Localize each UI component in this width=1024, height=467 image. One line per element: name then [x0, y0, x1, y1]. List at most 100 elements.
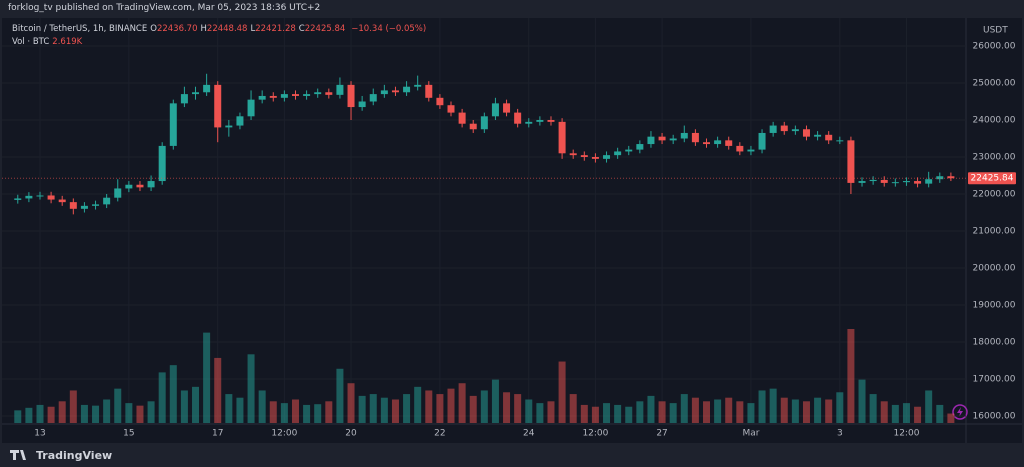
volume-bar — [914, 406, 922, 423]
volume-bar — [569, 394, 577, 423]
volume-bar — [869, 394, 877, 423]
candle-body — [947, 176, 955, 179]
candle-body — [536, 120, 544, 122]
volume-bar — [669, 403, 677, 423]
tools-icon[interactable] — [952, 404, 968, 420]
volume-bar — [47, 406, 55, 423]
x-tick-label: 3 — [837, 429, 843, 439]
volume-bar — [769, 388, 777, 423]
candle-body — [458, 112, 466, 124]
volume-bar — [780, 397, 788, 423]
volume-bar — [114, 388, 122, 423]
volume-bar — [758, 390, 766, 423]
candle-body — [547, 120, 555, 122]
x-tick-label: 12:00 — [271, 429, 297, 439]
volume-bar — [480, 390, 488, 423]
volume-bar — [858, 379, 866, 423]
volume-bar — [147, 401, 155, 423]
volume-bar — [25, 407, 33, 423]
last-price-box — [968, 172, 1016, 185]
candle-body — [203, 84, 211, 93]
candle-body — [358, 101, 366, 108]
candle-body — [225, 125, 233, 128]
volume-bar — [103, 399, 111, 423]
candle-body — [469, 123, 477, 130]
candle-body — [303, 94, 311, 96]
volume-bar — [703, 401, 711, 423]
ohlc-key: O — [150, 24, 157, 34]
candle-body — [47, 195, 55, 200]
volume-bar — [680, 394, 688, 423]
volume-bar — [436, 394, 444, 423]
candle-body — [314, 92, 322, 95]
footer: TradingView — [36, 449, 113, 462]
candle-body — [247, 99, 255, 117]
volume-bar — [580, 404, 588, 423]
volume-bar — [525, 399, 533, 423]
volume-bar — [658, 401, 666, 423]
candle-body — [369, 94, 377, 102]
candle-body — [858, 181, 866, 183]
ohlc-value: 22448.48 — [206, 24, 248, 34]
y-tick-label: 16000.00 — [973, 411, 1016, 421]
header: forklog_tv published on TradingView.com,… — [8, 3, 321, 13]
candle-body — [514, 112, 522, 124]
candle-body — [591, 157, 599, 159]
candle-body — [914, 181, 922, 184]
volume-bar — [247, 354, 255, 423]
volume-bar — [714, 399, 722, 423]
volume-bar — [591, 406, 599, 423]
candle-body — [925, 179, 933, 184]
candle-body — [891, 182, 899, 184]
x-tick-label: 15 — [123, 429, 134, 439]
x-tick-label: Mar — [742, 429, 759, 439]
candle-body — [769, 125, 777, 133]
volume-bar — [425, 390, 433, 423]
volume-bar — [336, 368, 344, 423]
volume-bar — [225, 394, 233, 423]
x-tick-label: 17 — [212, 429, 223, 439]
candle-body — [14, 198, 22, 200]
volume-bar — [458, 383, 466, 423]
volume-legend: Vol · BTC 2.619K — [12, 37, 85, 47]
volume-bar — [125, 403, 133, 423]
x-tick-label: 12:00 — [893, 429, 919, 439]
volume-bar — [303, 404, 311, 423]
volume-bar — [814, 397, 822, 423]
candle-body — [103, 197, 111, 205]
volume-bar — [891, 404, 899, 423]
candle-body — [480, 116, 488, 130]
candle-body — [58, 199, 66, 203]
volume-bar — [258, 390, 266, 423]
ohlc-key: L — [250, 24, 256, 34]
volume-bar — [925, 390, 933, 423]
ohlc-value: 22425.84 — [304, 24, 346, 34]
volume-bar — [214, 357, 222, 423]
candle-body — [714, 140, 722, 145]
change: −10.34 (−0.05%) — [351, 24, 427, 34]
y-tick-label: 25000.00 — [973, 79, 1016, 89]
volume-bar — [325, 401, 333, 423]
volume-bar — [136, 405, 144, 423]
candle-body — [736, 145, 744, 152]
volume-bar — [847, 329, 855, 423]
y-tick-label: 26000.00 — [973, 42, 1016, 52]
candle-body — [558, 121, 566, 154]
candle-body — [703, 142, 711, 145]
candle-body — [69, 202, 77, 209]
volume-bar — [747, 403, 755, 423]
volume-bar — [880, 401, 888, 423]
candle-body — [325, 92, 333, 95]
volume-bar — [347, 383, 355, 423]
candle-body — [603, 155, 611, 159]
legend-row: Bitcoin / TetherUS, 1h, BINANCE O22436.70… — [12, 24, 429, 34]
y-tick-label: 17000.00 — [973, 374, 1016, 384]
volume-bar — [947, 413, 955, 423]
candle-body — [192, 92, 200, 95]
symbol: Bitcoin / TetherUS, 1h, BINANCE — [12, 24, 148, 34]
volume-bar — [902, 403, 910, 423]
candle-body — [625, 149, 633, 152]
candle-body — [380, 90, 388, 95]
